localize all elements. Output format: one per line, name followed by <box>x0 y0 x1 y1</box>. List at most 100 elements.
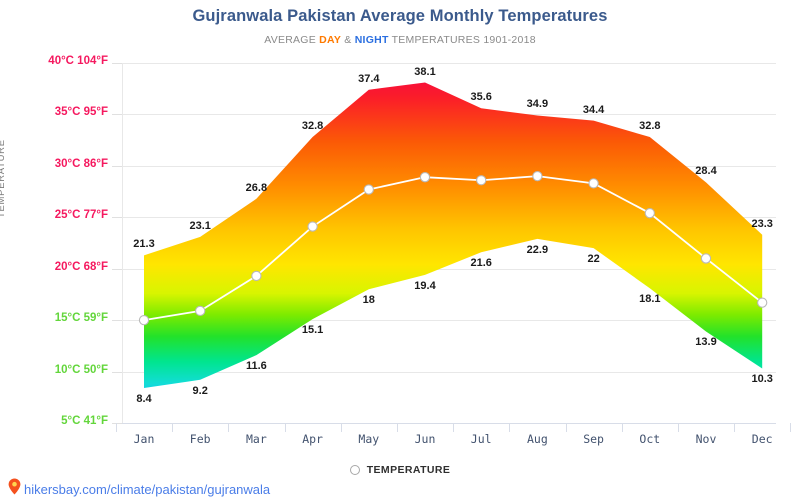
y-axis-tick-label: 20°C 68°F <box>54 260 108 273</box>
day-temperature-label: 23.3 <box>751 217 773 230</box>
day-temperature-label: 38.1 <box>414 65 436 78</box>
day-temperature-label: 32.8 <box>301 120 324 133</box>
x-axis-label-aug: Aug <box>527 432 548 446</box>
mean-temperature-marker[interactable] <box>251 270 262 282</box>
day-temperature-label: 26.8 <box>245 181 268 194</box>
mean-temperature-marker[interactable] <box>588 178 599 189</box>
y-axis-tick-label: 35°C 95°F <box>54 106 108 119</box>
night-temperature-label: 11.6 <box>245 360 267 373</box>
night-temperature-label: 13.9 <box>695 336 717 349</box>
night-temperature-label: 21.6 <box>470 257 492 270</box>
mean-temperature-marker[interactable] <box>476 175 487 186</box>
y-axis-tick-mark <box>112 165 122 167</box>
night-temperature-label: 8.4 <box>136 393 152 406</box>
y-axis-tick-mark <box>112 371 122 373</box>
x-axis-label-oct: Oct <box>639 432 661 446</box>
x-axis-line <box>122 423 776 424</box>
temperature-band-chart <box>138 82 768 389</box>
subtitle-post: TEMPERATURES 1901-2018 <box>388 34 536 46</box>
mean-temperature-marker[interactable] <box>700 253 712 264</box>
y-axis-tick-label: 5°C 41°F <box>61 415 108 427</box>
x-axis-label-jan: Jan <box>133 432 155 446</box>
y-axis-tick-mark <box>112 63 122 64</box>
day-temperature-label: 35.6 <box>470 91 492 104</box>
mean-temperature-line <box>143 175 763 322</box>
night-temperature-label: 22.9 <box>526 243 549 256</box>
y-axis-tick-mark <box>112 423 122 424</box>
night-temperature-label: 18 <box>362 294 375 307</box>
y-axis-tick-label: 10°C 50°F <box>54 363 108 376</box>
y-axis-tick-label: 30°C 86°F <box>54 157 108 170</box>
x-axis-tick-mark <box>115 423 117 432</box>
subtitle-amp: & <box>341 34 355 46</box>
gridline <box>122 63 776 64</box>
x-axis-tick-mark <box>172 423 174 432</box>
day-temperature-label: 32.8 <box>639 120 661 133</box>
mean-temperature-marker[interactable] <box>138 314 150 326</box>
subtitle-day: DAY <box>319 34 342 46</box>
x-axis-label-dec: Dec <box>751 432 773 446</box>
x-axis-tick-mark <box>790 423 792 432</box>
x-axis-tick-mark <box>228 423 230 432</box>
night-temperature-label: 15.1 <box>301 324 324 337</box>
source-footer[interactable]: hikersbay.com/climate/pakistan/gujranwal… <box>8 478 270 500</box>
x-axis-label-jun: Jun <box>414 432 436 446</box>
page-subtitle: AVERAGE DAY & NIGHT TEMPERATURES 1901-20… <box>0 34 800 46</box>
night-temperature-label: 18.1 <box>639 293 661 306</box>
subtitle-pre: AVERAGE <box>264 34 320 46</box>
x-axis-tick-mark <box>509 423 511 432</box>
y-axis-tick-mark <box>112 114 122 116</box>
y-axis-tick-label: 25°C 77°F <box>54 209 108 222</box>
plot-area <box>122 63 776 424</box>
day-temperature-label: 34.4 <box>582 103 605 116</box>
x-axis-label-sep: Sep <box>583 432 604 446</box>
night-temperature-label: 9.2 <box>192 384 208 397</box>
gridline <box>122 371 776 373</box>
mean-temperature-marker[interactable] <box>757 297 768 308</box>
x-axis-tick-mark <box>677 423 679 432</box>
x-axis-label-mar: Mar <box>246 432 267 446</box>
y-axis-tick-mark <box>112 217 122 219</box>
mean-temperature-marker[interactable] <box>363 184 374 195</box>
day-temperature-label: 28.4 <box>695 165 717 178</box>
night-temperature-label: 19.4 <box>414 279 436 292</box>
y-axis-tick-label: 15°C 59°F <box>54 312 108 325</box>
night-temperature-label: 22 <box>587 253 600 266</box>
legend-label: TEMPERATURE <box>366 464 451 476</box>
mean-temperature-marker[interactable] <box>307 221 318 232</box>
x-axis-label-nov: Nov <box>695 432 717 446</box>
x-axis-tick-mark <box>453 423 455 432</box>
x-axis-tick-mark <box>396 423 398 432</box>
x-axis-tick-mark <box>284 423 286 432</box>
x-axis-tick-mark <box>734 423 736 432</box>
night-temperature-label: 10.3 <box>751 373 773 386</box>
day-night-temperature-band <box>144 82 763 389</box>
day-temperature-label: 34.9 <box>526 98 549 111</box>
day-temperature-label: 23.1 <box>189 219 211 232</box>
chart-legend[interactable]: TEMPERATURE <box>0 464 800 476</box>
x-axis-label-feb: Feb <box>189 432 211 446</box>
page-title: Gujranwala Pakistan Average Monthly Temp… <box>192 7 608 25</box>
day-temperature-label: 21.3 <box>133 238 155 251</box>
subtitle-night: NIGHT <box>354 34 389 46</box>
gridline <box>122 268 776 270</box>
y-axis-tick-mark <box>112 268 122 270</box>
x-axis-tick-mark <box>565 423 567 432</box>
mean-temperature-marker[interactable] <box>195 305 206 317</box>
x-axis: Jan Feb Mar Apr May Jun Jul Aug Sep Oct Nov Dec <box>115 423 792 451</box>
mean-temperature-marker[interactable] <box>644 208 655 219</box>
y-axis-line <box>122 63 123 423</box>
x-axis-tick-mark <box>340 423 342 432</box>
x-axis-label-jul: Jul <box>470 432 492 446</box>
gridline <box>122 320 776 322</box>
x-axis-tick-mark <box>621 423 623 432</box>
x-axis-label-apr: Apr <box>302 432 323 446</box>
source-url[interactable]: hikersbay.com/climate/pakistan/gujranwal… <box>24 481 271 497</box>
day-temperature-label: 37.4 <box>358 72 380 85</box>
y-axis-tick-label: 40°C 104°F <box>48 55 108 67</box>
map-pin-icon <box>8 478 21 500</box>
mean-temperature-marker[interactable] <box>419 172 431 183</box>
y-axis-tick-mark <box>112 320 122 322</box>
mean-temperature-marker[interactable] <box>532 170 543 182</box>
